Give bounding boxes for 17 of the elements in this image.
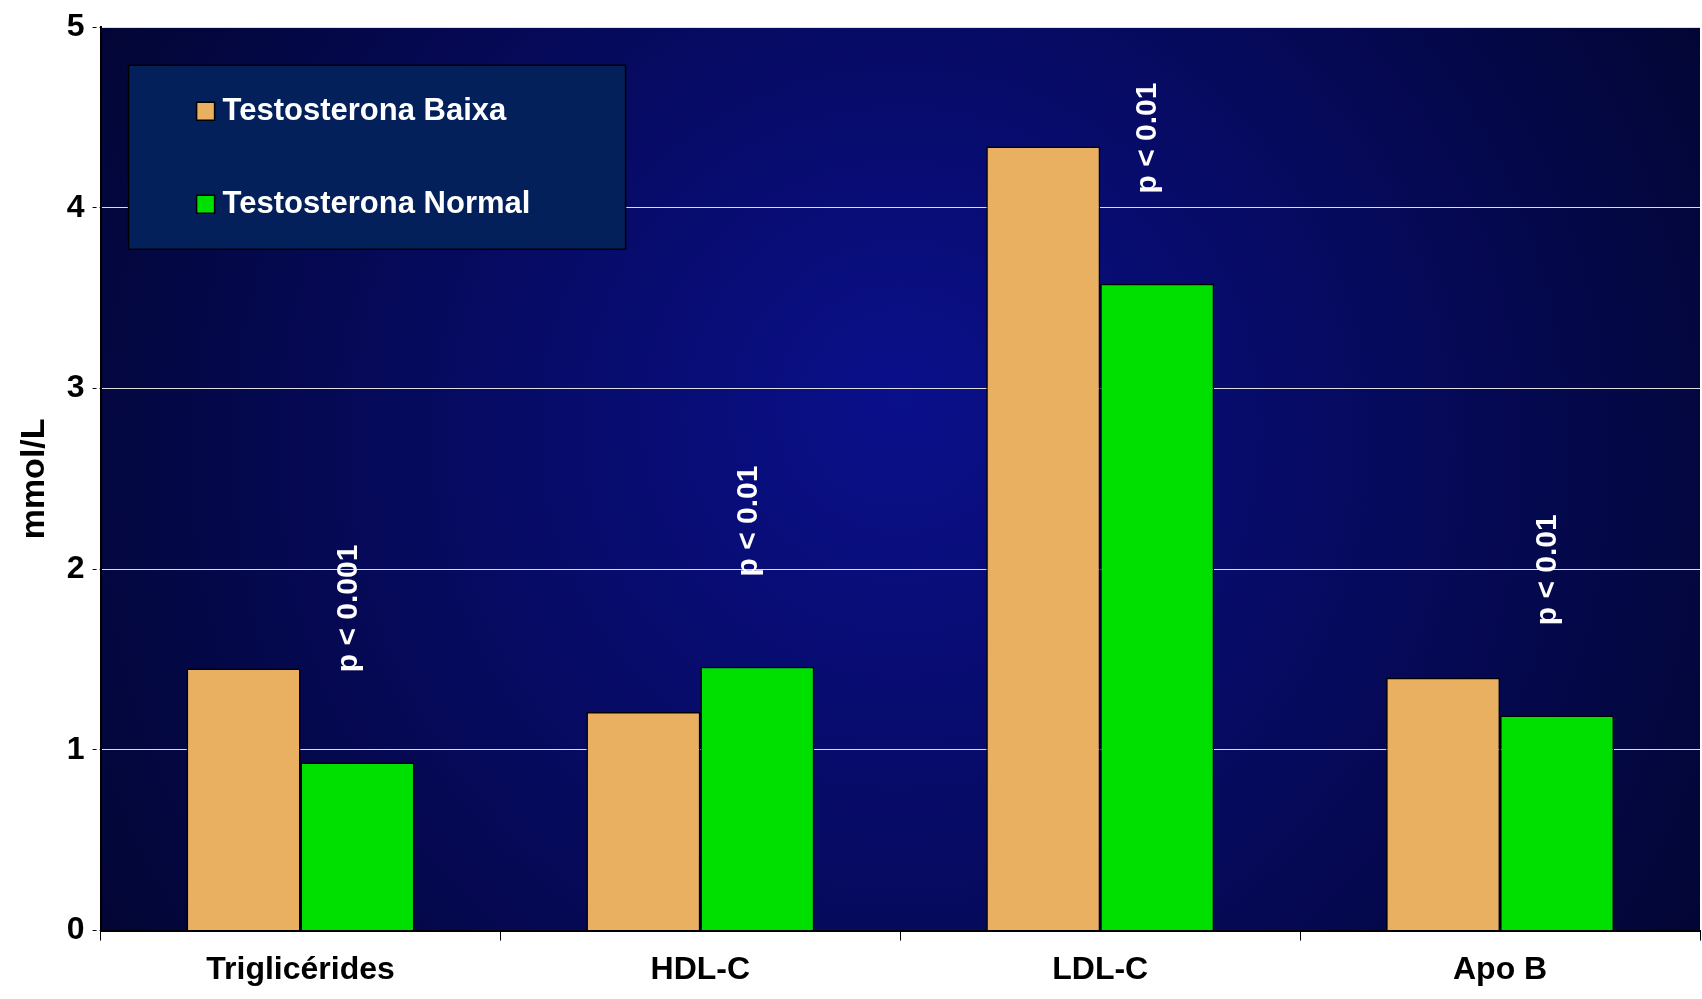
y-axis-title: mmol/L: [12, 418, 51, 540]
x-tick-label: HDL-C: [650, 949, 751, 986]
y-tick-label: 3: [66, 368, 85, 405]
y-tick-label: 4: [66, 187, 85, 224]
annotation: p < 0.01: [729, 465, 763, 577]
y-tick-label: 0: [66, 910, 85, 947]
annotation: p < 0.01: [1129, 82, 1163, 194]
y-tick-label: 5: [66, 7, 85, 44]
y-tick-label: 2: [66, 549, 85, 586]
legend-label: Testosterona Normal: [222, 184, 531, 220]
x-tick-label: Triglicérides: [206, 949, 395, 986]
x-tick-label: LDL-C: [1052, 949, 1149, 986]
legend-label: Testosterona Baixa: [222, 91, 508, 127]
y-tick-label: 1: [66, 729, 85, 766]
annotation: p < 0.01: [1529, 514, 1563, 626]
x-tick-label: Apo B: [1452, 949, 1548, 986]
annotation: p < 0.001: [329, 544, 363, 673]
